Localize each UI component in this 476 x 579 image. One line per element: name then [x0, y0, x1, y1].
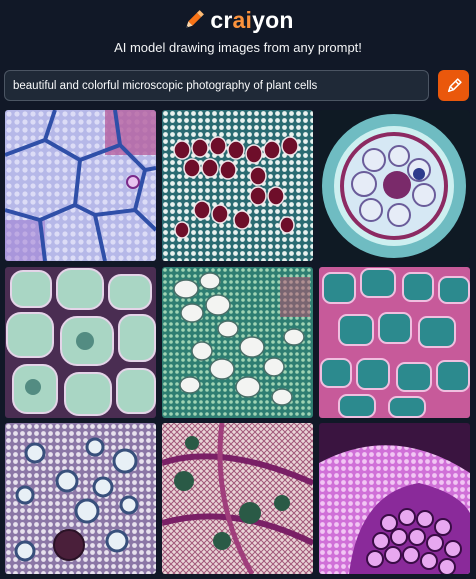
image-4[interactable] [5, 267, 156, 418]
image-7[interactable] [5, 423, 156, 574]
image-2[interactable] [162, 110, 313, 261]
pencil-logo-icon [186, 10, 205, 28]
draw-button[interactable] [438, 70, 469, 101]
brand-name: craiyon [210, 6, 294, 33]
image-9[interactable] [319, 423, 470, 574]
image-6[interactable] [319, 267, 470, 418]
image-8[interactable] [162, 423, 313, 574]
image-5[interactable] [162, 267, 313, 418]
pencil-icon [447, 77, 462, 92]
prompt-row [4, 70, 470, 103]
tagline: AI model drawing images from any prompt! [114, 40, 362, 55]
prompt-input[interactable] [4, 70, 429, 101]
image-3[interactable] [319, 110, 470, 261]
header: craiyon AI model drawing images from any… [0, 0, 476, 70]
image-1[interactable] [5, 110, 156, 261]
logo[interactable]: craiyon [0, 6, 476, 34]
